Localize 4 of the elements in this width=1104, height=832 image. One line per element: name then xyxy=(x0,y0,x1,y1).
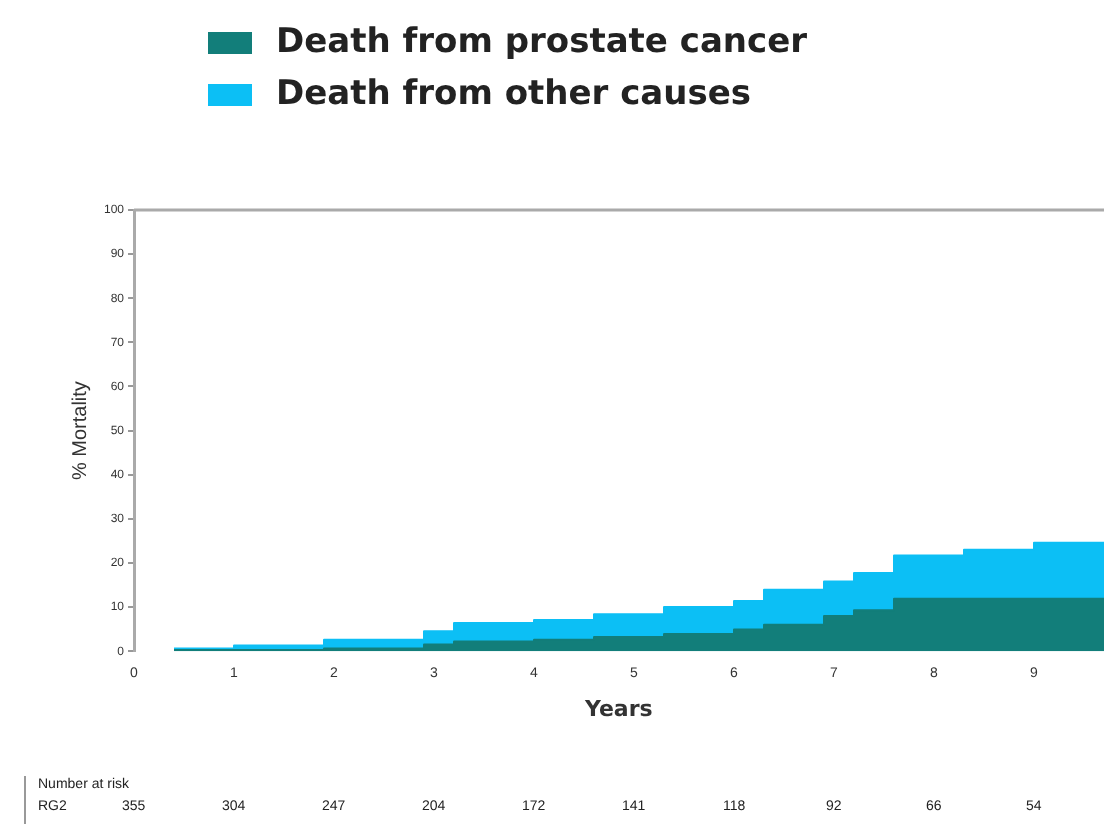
legend-label: Death from other causes xyxy=(276,74,752,114)
legend-label: Death from prostate cancer xyxy=(276,22,808,62)
y-axis-title: % Mortality xyxy=(69,381,92,481)
x-axis-title: Years xyxy=(585,695,653,722)
